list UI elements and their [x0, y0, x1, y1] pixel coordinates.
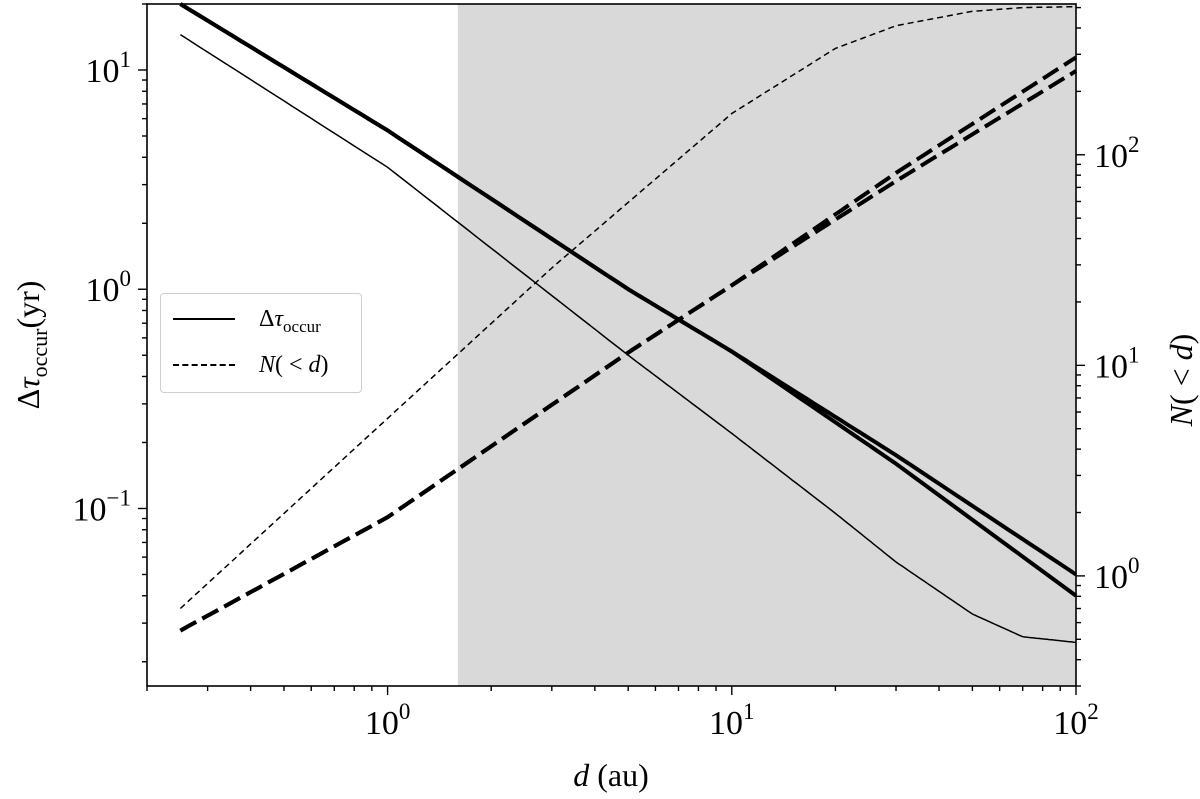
series-6-line: [179, 69, 1078, 633]
legend-label-n: N( < d): [259, 352, 329, 378]
legend-label-tau: Δτoccur: [259, 306, 321, 336]
y-axis-left-label: Δτoccur(yr): [10, 281, 52, 410]
x-tick-label: 102: [1053, 699, 1099, 742]
x-axis-label: d (au): [573, 757, 649, 793]
y-right-tick-label: 100: [1094, 553, 1140, 596]
tick-layer: [138, 3, 1085, 695]
y-left-tick-label: 100: [86, 266, 132, 309]
y-right-tick-label: 102: [1094, 132, 1140, 175]
x-tick-label: 100: [365, 699, 411, 742]
x-tick-label: 101: [709, 699, 755, 742]
shaded-region-layer: [457, 4, 1077, 686]
legend-entry-n: N( < d): [173, 350, 353, 380]
y-right-tick-label: 101: [1094, 342, 1140, 385]
series-layer: [179, 2, 1078, 644]
legend-solid-line-swatch: [173, 318, 235, 320]
shaded-region: [457, 4, 1077, 686]
legend-entry-tau: Δτoccur: [173, 304, 353, 336]
y-left-tick-label: 10−1: [73, 485, 131, 528]
series-4-line: [179, 5, 1076, 610]
y-axis-right-label: N( < d): [1163, 334, 1199, 428]
legend: Δτoccur N( < d): [160, 293, 362, 393]
series-3-line: [179, 33, 1077, 644]
y-left-tick-label: 101: [86, 47, 132, 90]
tick-label-layer: 100 101 102 10−1 100 101 100 101 102: [73, 47, 1140, 742]
legend-dashed-line-swatch: [173, 364, 235, 366]
plot-frame: [146, 3, 1077, 687]
